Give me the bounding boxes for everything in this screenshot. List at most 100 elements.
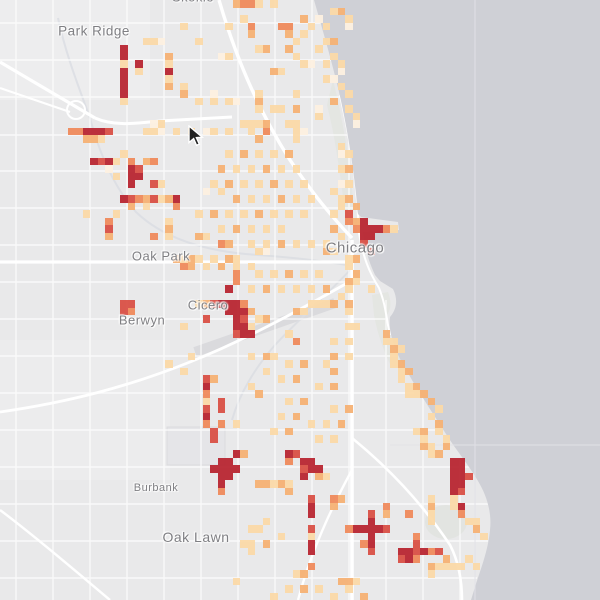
heat-cell — [225, 52, 233, 60]
heat-cell — [270, 592, 278, 600]
heat-cell — [337, 495, 345, 503]
heat-cell — [105, 217, 113, 225]
heat-cell — [120, 82, 128, 90]
heat-cell — [255, 120, 263, 128]
heat-cell — [232, 322, 240, 330]
heat-cell — [240, 120, 248, 128]
heat-cell — [172, 195, 180, 203]
heat-cell — [315, 585, 323, 593]
heat-cell — [247, 307, 255, 315]
heat-cell — [405, 390, 413, 398]
heat-cell — [157, 37, 165, 45]
heat-cell — [345, 22, 353, 30]
heat-cell — [337, 165, 345, 173]
heat-cell — [232, 0, 240, 8]
heat-cell — [285, 270, 293, 278]
heat-cell — [180, 22, 188, 30]
heat-cell — [420, 427, 428, 435]
heat-cell — [360, 525, 368, 533]
heat-cell — [240, 15, 248, 23]
heat-cell — [307, 240, 315, 248]
heat-cell — [292, 90, 300, 98]
heat-cell — [345, 585, 353, 593]
heat-cell — [427, 562, 435, 570]
heat-cell — [300, 270, 308, 278]
heat-cell — [97, 127, 105, 135]
heat-cell — [255, 180, 263, 188]
heat-cell — [270, 352, 278, 360]
heat-cell — [225, 127, 233, 135]
heat-cell — [142, 157, 150, 165]
heat-cell — [315, 45, 323, 53]
heat-cell — [307, 300, 315, 308]
heat-cell — [255, 315, 263, 323]
heat-cell — [232, 97, 240, 105]
heat-cell — [210, 97, 218, 105]
heat-cell — [435, 405, 443, 413]
heat-cell — [262, 195, 270, 203]
heat-cell — [142, 37, 150, 45]
heat-cell — [330, 225, 338, 233]
heat-cell — [142, 127, 150, 135]
heat-cell — [457, 472, 465, 480]
heat-cell — [382, 510, 390, 518]
heat-cell — [337, 67, 345, 75]
heat-cell — [292, 195, 300, 203]
heat-cell — [232, 307, 240, 315]
heat-cell — [225, 97, 233, 105]
heat-cell — [352, 277, 360, 285]
heat-cell — [405, 510, 413, 518]
heat-cell — [255, 90, 263, 98]
heat-cell — [202, 262, 210, 270]
heat-cell — [330, 300, 338, 308]
heat-cell — [165, 52, 173, 60]
heat-cell — [337, 232, 345, 240]
heat-cell — [277, 105, 285, 113]
heat-cell — [292, 450, 300, 458]
heat-cell — [382, 337, 390, 345]
heat-cell — [202, 397, 210, 405]
heat-cell — [300, 360, 308, 368]
heat-cell — [187, 352, 195, 360]
heat-cell — [157, 120, 165, 128]
heat-cell — [165, 360, 173, 368]
heat-cell — [300, 465, 308, 473]
heat-cell — [450, 562, 458, 570]
heat-cell — [277, 67, 285, 75]
heat-cell — [427, 510, 435, 518]
heat-cell — [285, 397, 293, 405]
heat-cell — [255, 525, 263, 533]
heat-cell — [322, 300, 330, 308]
heat-cell — [277, 22, 285, 30]
heat-cell — [322, 22, 330, 30]
heat-cell — [150, 127, 158, 135]
heat-cell — [337, 60, 345, 68]
heat-cell — [195, 300, 203, 308]
heat-cell — [240, 322, 248, 330]
heat-cell — [262, 352, 270, 360]
heat-cell — [217, 52, 225, 60]
heat-cell — [330, 75, 338, 83]
heat-cell — [367, 540, 375, 548]
heat-cell — [202, 405, 210, 413]
heat-cell — [307, 540, 315, 548]
heat-cell — [420, 442, 428, 450]
heat-cell — [382, 502, 390, 510]
heat-cell — [247, 240, 255, 248]
heat-cell — [292, 337, 300, 345]
heat-cell — [330, 592, 338, 600]
heat-cell — [345, 322, 353, 330]
heat-cell — [457, 502, 465, 510]
heat-cell — [345, 352, 353, 360]
heat-cell — [337, 202, 345, 210]
heat-cell — [315, 382, 323, 390]
heat-cell — [217, 300, 225, 308]
heat-cell — [127, 300, 135, 308]
heat-cell — [330, 495, 338, 503]
heat-cell — [352, 270, 360, 278]
heat-cell — [375, 525, 383, 533]
heat-cell — [135, 172, 143, 180]
heat-cell — [412, 555, 420, 563]
